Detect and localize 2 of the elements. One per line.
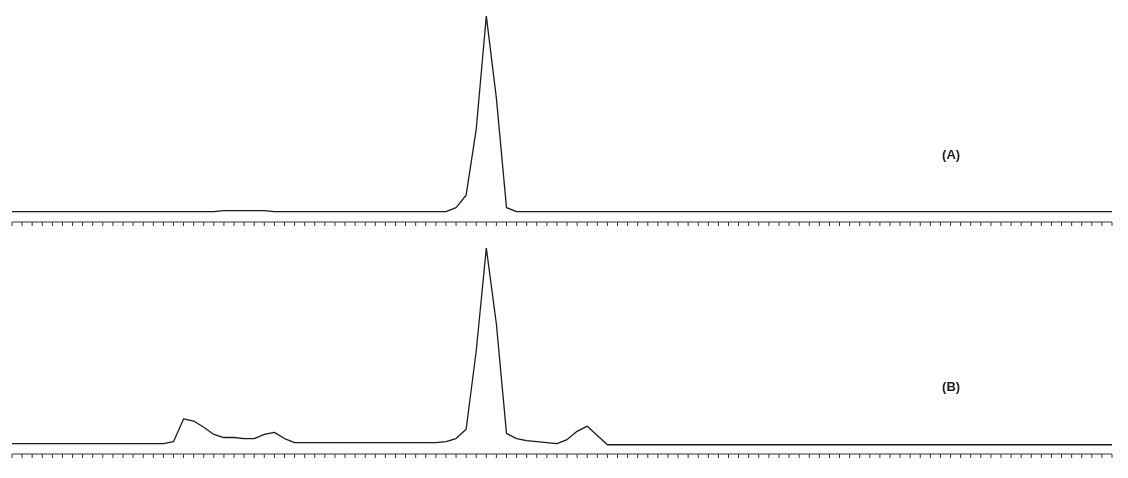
annotation: (B) — [942, 379, 961, 395]
annotation: (A) — [942, 147, 961, 163]
